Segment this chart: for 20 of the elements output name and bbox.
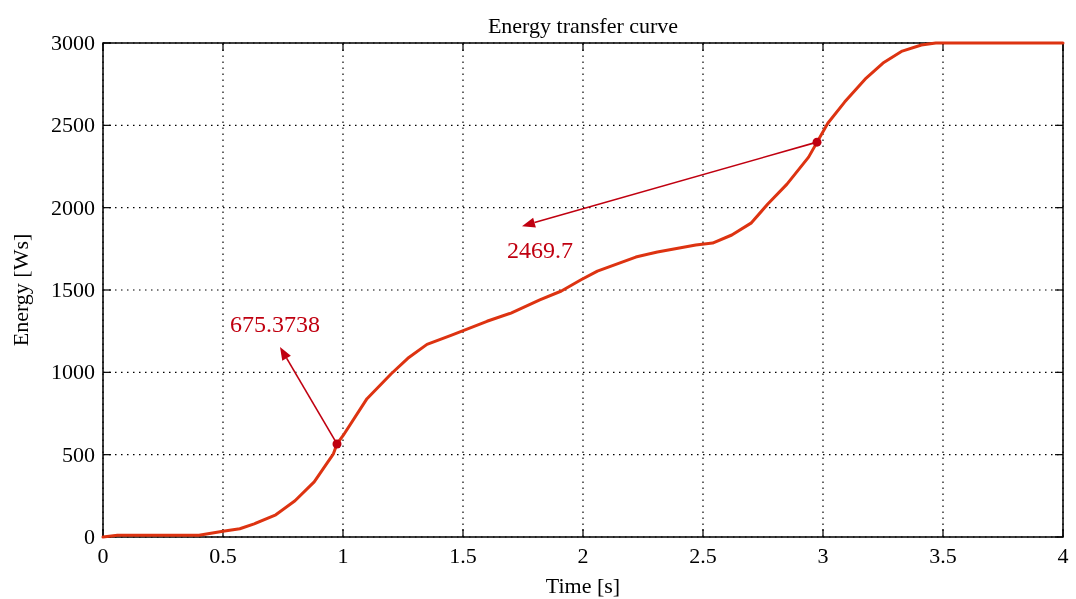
x-tick-label: 4	[1057, 543, 1069, 568]
x-tick-label: 3.5	[929, 543, 957, 568]
y-tick-label: 0	[84, 524, 95, 549]
y-tick-label: 2000	[51, 194, 95, 220]
y-axis-title: Energy [Ws]	[8, 233, 33, 347]
x-tick-label: 2.5	[689, 543, 717, 568]
y-tick-label: 2500	[51, 112, 95, 138]
annotation: 2469.7	[507, 237, 573, 264]
y-tick-label: 1000	[51, 359, 95, 385]
y-tick-label: 500	[62, 441, 95, 467]
x-tick-label: 1.5	[449, 543, 477, 568]
x-tick-label: 2	[577, 543, 589, 568]
x-tick-label: 0.5	[209, 543, 237, 568]
x-tick-label: 3	[817, 543, 829, 568]
chart-title: Energy transfer curve	[487, 13, 679, 38]
y-tick-label: 1500	[51, 277, 95, 302]
annotation: 675.3738	[230, 310, 320, 337]
x-tick-label: 1	[337, 543, 349, 568]
y-tick-label: 3000	[51, 30, 95, 55]
x-axis-title: Time [s]	[545, 573, 621, 598]
